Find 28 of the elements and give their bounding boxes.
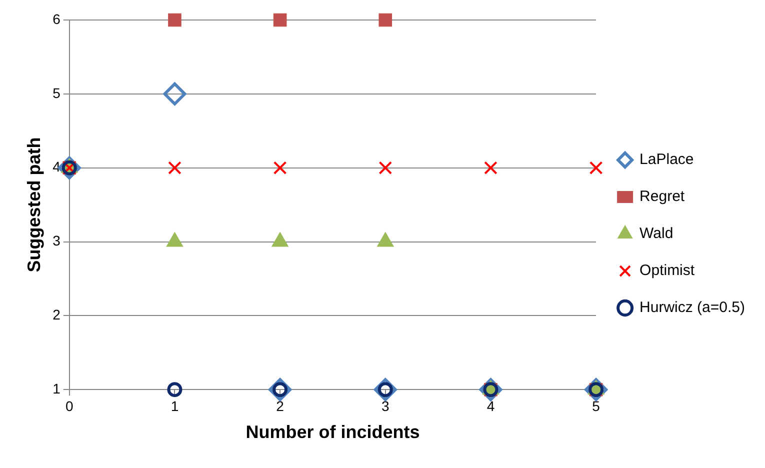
y-tick-label: 2: [52, 306, 61, 323]
point: [273, 13, 287, 27]
point: [163, 82, 186, 106]
point: [167, 382, 182, 398]
point: [378, 161, 392, 174]
point: [168, 161, 182, 174]
y-tick-label: 3: [52, 232, 61, 249]
legend-label: Wald: [640, 225, 674, 242]
point: [168, 13, 182, 27]
y-tick-label: 5: [52, 84, 61, 101]
x-tick-label: 2: [276, 398, 284, 414]
y-axis-title: Suggested path: [24, 137, 44, 272]
point: [273, 161, 287, 174]
legend-label: Optimist: [640, 262, 696, 280]
x-axis-title: Number of incidents: [246, 422, 420, 442]
point: [378, 13, 392, 27]
point: [484, 161, 498, 174]
x-tick-label: 4: [486, 398, 495, 414]
y-tick-label: 6: [52, 10, 61, 27]
x-tick-label: 5: [592, 398, 600, 414]
legend-label: Regret: [640, 188, 686, 206]
point: [589, 161, 603, 174]
x-tick-label: 1: [170, 398, 179, 414]
x-tick-label: 3: [381, 398, 390, 414]
legend-label: Hurwicz (a=0.5): [640, 299, 746, 316]
y-tick-label: 1: [52, 380, 61, 396]
x-tick-label: 0: [65, 398, 74, 414]
legend-label: LaPlace: [640, 151, 694, 168]
